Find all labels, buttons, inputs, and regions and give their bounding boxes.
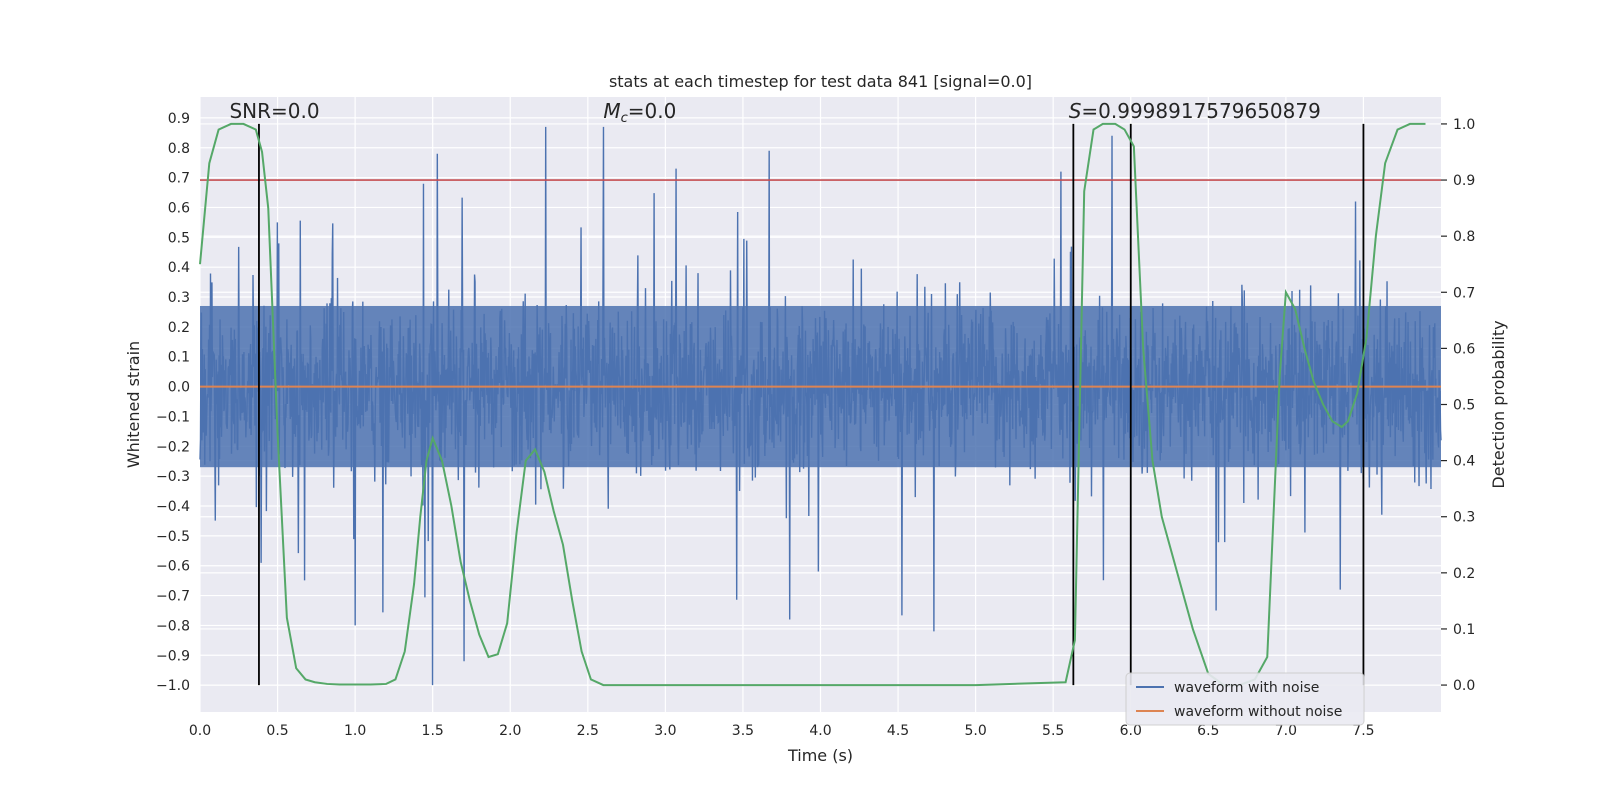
y2-tick-label: 0.4 — [1453, 454, 1475, 470]
y-tick-label: −0.4 — [156, 499, 190, 515]
detection-probability-line — [199, 122, 1426, 687]
y2-tick-label: 0.3 — [1453, 510, 1475, 526]
y2-tick-label: 0.6 — [1453, 341, 1475, 357]
y2-tick-label: 0.8 — [1453, 229, 1475, 245]
y-tick-label: 0.2 — [168, 320, 190, 336]
y-tick-label: 0.1 — [168, 350, 190, 366]
axis-ticks: 0.0 0.5 1.0 1.5 2.0 2.5 3.0 3.5 4.0 4.5 5.0 5.5 6.0 6… — [156, 111, 1475, 739]
y2-tick-label: 0.7 — [1453, 285, 1475, 301]
x-axis-label: Time (s) — [787, 746, 853, 765]
y-tick-label: 0.4 — [168, 260, 190, 276]
y2-tick-label: 0.0 — [1453, 678, 1475, 694]
overlay-lines — [199, 122, 1441, 687]
y-tick-label: −0.7 — [156, 589, 190, 605]
y2-tick-label: 0.9 — [1453, 173, 1475, 189]
mc-annotation: Mc=0.0 — [603, 99, 676, 126]
y-tick-label: 0.6 — [168, 200, 190, 216]
legend-box — [1125, 672, 1365, 726]
x-tick-label: 3.0 — [654, 723, 676, 739]
x-tick-label: 2.5 — [577, 723, 599, 739]
x-tick-label: 1.5 — [422, 723, 444, 739]
mc-symbol: M — [603, 99, 620, 123]
y-tick-label: 0.5 — [168, 230, 190, 246]
y-tick-label: −0.5 — [156, 529, 190, 545]
x-tick-label: 3.5 — [732, 723, 754, 739]
y-tick-label: −0.6 — [156, 559, 190, 575]
mc-value: =0.0 — [628, 99, 677, 123]
x-tick-label: 0.5 — [266, 723, 288, 739]
y-tick-label: 0.0 — [168, 380, 190, 396]
snr-annotation: SNR=0.0 — [229, 99, 319, 123]
y2-tick-label: 0.2 — [1453, 566, 1475, 582]
x-tick-label: 1.0 — [344, 723, 366, 739]
y2-axis-label: Detection probability — [1489, 320, 1508, 488]
y-tick-label: −1.0 — [156, 678, 190, 694]
legend: waveform with noise waveform without nois… — [1125, 672, 1365, 726]
y2-tick-label: 1.0 — [1453, 117, 1475, 133]
y-axis-label: Whitened strain — [124, 341, 143, 468]
x-tick-label: 5.5 — [1042, 723, 1064, 739]
x-tick-label: 4.5 — [887, 723, 909, 739]
s-value: =0.9998917579650879 — [1081, 99, 1320, 123]
mc-subscript: c — [621, 111, 628, 126]
x-tick-label: 7.0 — [1275, 723, 1297, 739]
s-annotation: S=0.9998917579650879 — [1069, 99, 1321, 123]
x-tick-label: 5.0 — [964, 723, 986, 739]
y-tick-label: 0.3 — [168, 290, 190, 306]
x-tick-label: 4.0 — [809, 723, 831, 739]
y-tick-label: −0.1 — [156, 409, 190, 425]
y-tick-label: −0.8 — [156, 618, 190, 634]
x-tick-label: 0.0 — [189, 723, 211, 739]
y-tick-label: 0.9 — [168, 111, 190, 127]
x-tick-label: 2.0 — [499, 723, 521, 739]
y-tick-label: −0.3 — [156, 469, 190, 485]
x-tick-label: 6.5 — [1197, 723, 1219, 739]
legend-label: waveform without noise — [1174, 704, 1342, 720]
y-tick-label: 0.7 — [168, 171, 190, 187]
x-tick-label: 7.5 — [1352, 723, 1374, 739]
s-symbol: S — [1069, 99, 1082, 123]
y-tick-label: 0.8 — [168, 141, 190, 157]
y-tick-label: −0.2 — [156, 439, 190, 455]
y2-tick-label: 0.5 — [1453, 398, 1475, 414]
y2-tick-label: 0.1 — [1453, 622, 1475, 638]
x-tick-label: 6.0 — [1120, 723, 1142, 739]
y-tick-label: −0.9 — [156, 648, 190, 664]
legend-label: waveform with noise — [1174, 680, 1319, 696]
chart-title: stats at each timestep for test data 841… — [609, 72, 1032, 91]
